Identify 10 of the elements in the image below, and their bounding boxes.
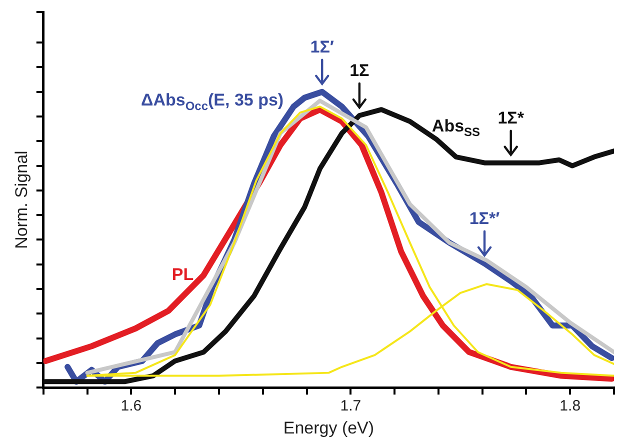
y-axis-title: Norm. Signal: [12, 150, 31, 249]
annotation: 1Σ: [350, 61, 370, 80]
annotation: 1Σ′: [310, 38, 334, 57]
x-tick-label: 1.6: [120, 398, 142, 415]
annotation: 1Σ*: [498, 108, 524, 128]
x-axis-title: Energy (eV): [283, 418, 374, 438]
series-label: PL: [172, 264, 194, 284]
annotation: 1Σ*′: [469, 209, 500, 228]
x-tick-label: 1.8: [560, 398, 581, 415]
x-tick-label: 1.7: [340, 398, 362, 415]
